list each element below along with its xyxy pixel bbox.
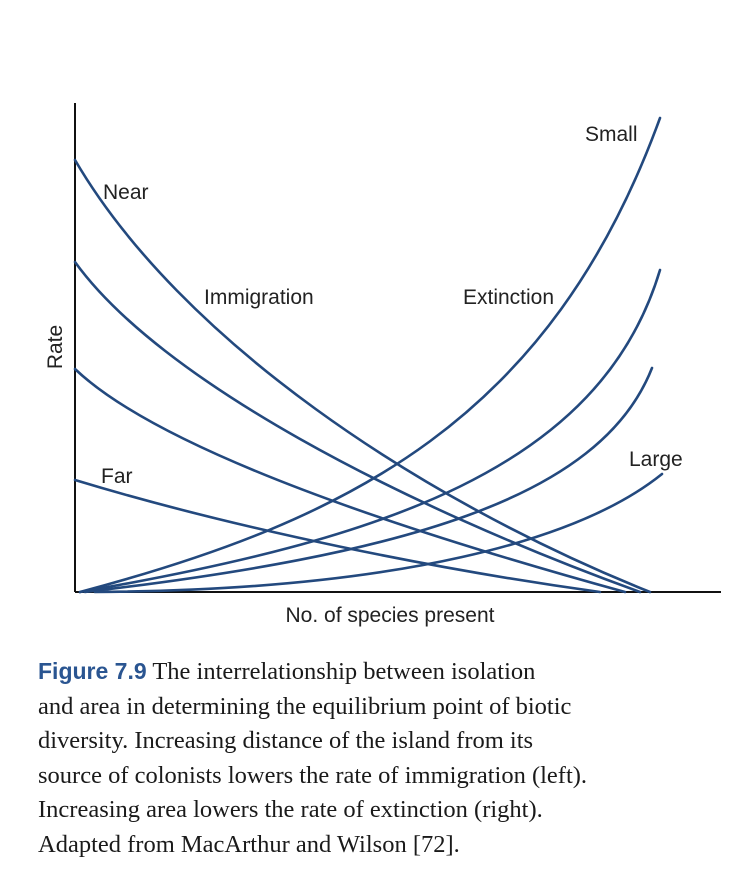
caption-line-5: Increasing area lowers the rate of extin… <box>38 796 543 823</box>
caption-line-2: and area in determining the equilibrium … <box>38 692 572 720</box>
curve-label-small: Small <box>585 123 638 146</box>
y-axis-label: Rate <box>44 325 67 369</box>
extinction-curve-mid-small <box>78 268 662 594</box>
curve-label-immigration: Immigration <box>204 286 314 309</box>
immigration-curves <box>73 158 652 594</box>
figure-number: Figure 7.9 <box>38 658 147 684</box>
extinction-curve-mid-large <box>83 366 654 594</box>
x-axis-label: No. of species present <box>286 604 495 627</box>
caption-line-1: The interrelationship between isolation <box>152 658 536 685</box>
island-biogeography-figure: Rate No. of species present Near Far Imm… <box>44 103 721 627</box>
caption-line-4: source of colonists lowers the rate of i… <box>38 761 588 789</box>
curve-label-extinction: Extinction <box>463 286 554 309</box>
caption-line-6: Adapted from MacArthur and Wilson [72]. <box>38 830 460 858</box>
immigration-curve-mid-far <box>73 367 627 594</box>
caption-line-3: diversity. Increasing distance of the is… <box>38 727 534 754</box>
figure-caption: Figure 7.9 The interrelationship between… <box>38 654 718 862</box>
extinction-curves <box>78 116 664 594</box>
immigration-curve-near <box>73 158 652 594</box>
extinction-curve-small <box>78 116 662 594</box>
curve-label-near: Near <box>103 181 149 204</box>
extinction-curve-large <box>93 472 664 594</box>
curve-label-far: Far <box>101 465 133 488</box>
immigration-curve-far <box>73 478 602 594</box>
immigration-curve-mid-near <box>73 260 642 594</box>
curve-label-large: Large <box>629 448 683 471</box>
